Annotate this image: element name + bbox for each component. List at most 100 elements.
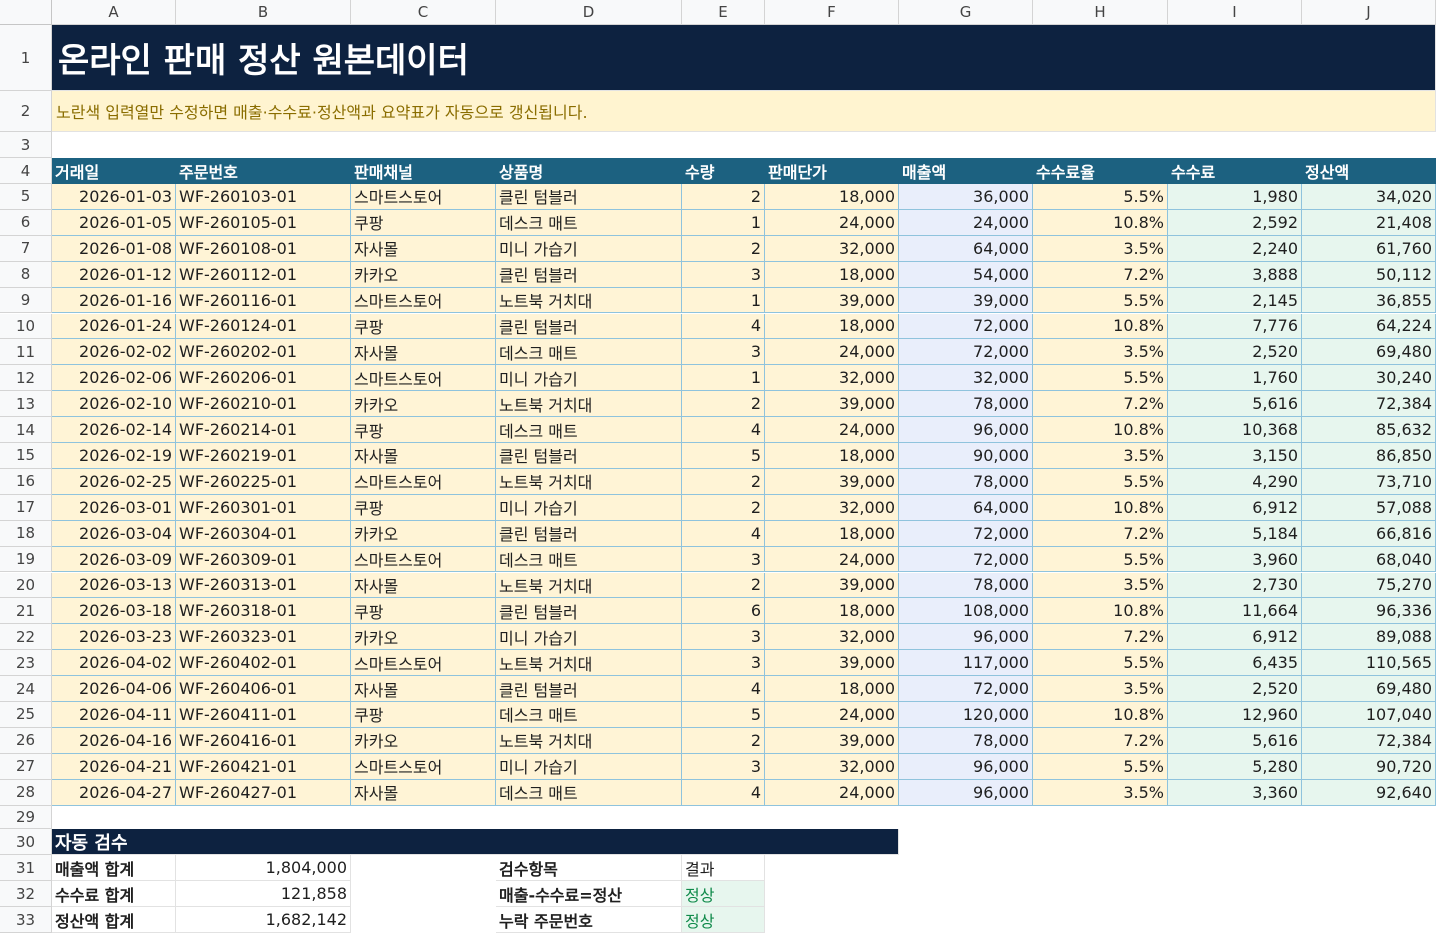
table-cell[interactable]: 96,336 [1302,598,1436,625]
table-cell[interactable]: 클린 텀블러 [496,313,682,340]
table-cell[interactable]: 6,435 [1168,650,1302,677]
table-cell[interactable]: 24,000 [765,702,899,728]
table-cell[interactable]: 24,000 [899,209,1033,236]
table-cell[interactable]: 2 [682,184,765,210]
table-cell[interactable]: 2,730 [1168,572,1302,599]
table-cell[interactable]: 72,000 [899,313,1033,340]
table-cell[interactable]: 18,000 [765,313,899,340]
column-header-j[interactable]: J [1302,0,1436,25]
column-header-a[interactable]: A [52,0,176,25]
table-cell[interactable]: 10.8% [1033,494,1168,521]
table-cell[interactable]: 39,000 [765,287,899,314]
table-cell[interactable]: 24,000 [765,779,899,806]
table-cell[interactable]: WF-260402-01 [176,650,351,677]
table-cell[interactable]: 미니 가습기 [496,235,682,262]
table-cell[interactable]: 32,000 [899,365,1033,392]
table-cell[interactable]: 쿠팡 [351,313,496,340]
row-header[interactable]: 28 [0,779,52,806]
table-cell[interactable]: 108,000 [899,598,1033,625]
table-cell[interactable]: 1,760 [1168,365,1302,392]
table-cell[interactable]: 3,888 [1168,261,1302,288]
row-header[interactable]: 29 [0,805,52,829]
table-cell[interactable]: 18,000 [765,598,899,625]
table-cell[interactable]: 2,240 [1168,235,1302,262]
table-cell[interactable]: 5.5% [1033,287,1168,314]
table-cell[interactable]: 스마트스토어 [351,650,496,677]
table-cell[interactable]: WF-260103-01 [176,184,351,210]
table-header-cell[interactable]: 수수료율 [1033,158,1168,184]
table-cell[interactable]: WF-260202-01 [176,339,351,366]
table-cell[interactable]: 2,520 [1168,676,1302,702]
table-cell[interactable]: 2026-04-27 [52,779,176,806]
table-cell[interactable]: 7,776 [1168,313,1302,340]
table-cell[interactable]: 2026-02-14 [52,417,176,443]
table-cell[interactable]: WF-260108-01 [176,235,351,262]
table-cell[interactable]: 클린 텀블러 [496,520,682,547]
row-header[interactable]: 12 [0,365,52,392]
table-header-cell[interactable]: 주문번호 [176,158,351,184]
table-cell[interactable]: 90,720 [1302,753,1436,780]
table-cell[interactable]: 72,000 [899,339,1033,366]
table-cell[interactable]: 6 [682,598,765,625]
row-header[interactable]: 4 [0,158,52,184]
table-cell[interactable]: 21,408 [1302,209,1436,236]
table-cell[interactable]: 1 [682,209,765,236]
row-header[interactable]: 5 [0,184,52,210]
row-header[interactable]: 17 [0,494,52,521]
table-cell[interactable]: 2026-01-12 [52,261,176,288]
table-cell[interactable]: 3 [682,624,765,651]
column-header-c[interactable]: C [351,0,496,25]
table-cell[interactable]: 2026-04-21 [52,753,176,780]
table-cell[interactable]: 39,000 [765,391,899,418]
table-cell[interactable]: 2026-01-05 [52,209,176,236]
table-header-cell[interactable]: 거래일 [52,158,176,184]
table-cell[interactable]: 3,960 [1168,546,1302,573]
table-cell[interactable]: 3.5% [1033,779,1168,806]
table-cell[interactable]: 96,000 [899,624,1033,651]
table-cell[interactable]: 5,184 [1168,520,1302,547]
table-cell[interactable]: 2026-01-03 [52,184,176,210]
table-cell[interactable]: WF-260313-01 [176,572,351,599]
table-cell[interactable]: 10.8% [1033,417,1168,443]
table-cell[interactable]: 32,000 [765,235,899,262]
row-header[interactable]: 11 [0,339,52,366]
row-header[interactable]: 33 [0,907,52,933]
row-header[interactable]: 10 [0,313,52,340]
table-cell[interactable]: 2026-02-06 [52,365,176,392]
table-cell[interactable]: 노트북 거치대 [496,287,682,314]
table-cell[interactable]: 64,224 [1302,313,1436,340]
table-cell[interactable]: 78,000 [899,572,1033,599]
table-cell[interactable]: 3 [682,753,765,780]
table-cell[interactable]: 3.5% [1033,676,1168,702]
table-cell[interactable]: 72,384 [1302,391,1436,418]
table-cell[interactable]: 78,000 [899,391,1033,418]
row-header[interactable]: 19 [0,546,52,573]
table-cell[interactable]: 96,000 [899,753,1033,780]
row-header[interactable]: 27 [0,753,52,780]
table-cell[interactable]: 데스크 매트 [496,417,682,443]
table-cell[interactable]: 카카오 [351,261,496,288]
select-all-corner[interactable] [0,0,52,25]
table-cell[interactable]: 2,592 [1168,209,1302,236]
table-cell[interactable]: 66,816 [1302,520,1436,547]
row-header[interactable]: 16 [0,468,52,495]
table-cell[interactable]: 미니 가습기 [496,494,682,521]
table-cell[interactable]: 6,912 [1168,624,1302,651]
table-cell[interactable]: 3.5% [1033,572,1168,599]
table-header-cell[interactable]: 판매채널 [351,158,496,184]
row-header[interactable]: 18 [0,520,52,547]
summary-value[interactable]: 121,858 [176,881,351,907]
table-cell[interactable]: 7.2% [1033,391,1168,418]
table-cell[interactable]: 2026-03-13 [52,572,176,599]
table-cell[interactable]: 73,710 [1302,468,1436,495]
row-header[interactable]: 31 [0,855,52,881]
column-header-e[interactable]: E [682,0,765,25]
table-cell[interactable]: WF-260427-01 [176,779,351,806]
table-cell[interactable]: 2026-02-02 [52,339,176,366]
table-cell[interactable]: WF-260411-01 [176,702,351,728]
table-cell[interactable]: 10.8% [1033,702,1168,728]
table-cell[interactable]: 클린 텀블러 [496,184,682,210]
table-cell[interactable]: 18,000 [765,261,899,288]
table-cell[interactable]: 쿠팡 [351,494,496,521]
table-cell[interactable]: 4 [682,520,765,547]
